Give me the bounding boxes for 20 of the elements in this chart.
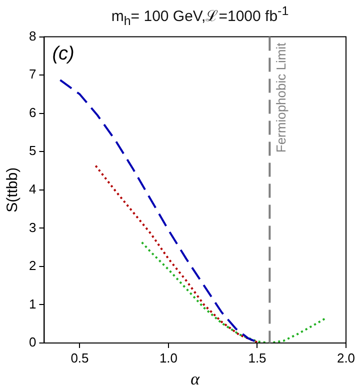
chart-title: m$_{h}$= 100 GeV,ℒ=1000 fb$^{-1}$ bbox=[110, 4, 290, 28]
y-tick-label: 5 bbox=[28, 143, 36, 158]
line-series bbox=[140, 241, 328, 343]
x-tick-label: 2.0 bbox=[336, 350, 356, 366]
line-series bbox=[94, 164, 258, 343]
y-tick-label: 1 bbox=[28, 296, 36, 312]
x-tick-label: 1.5 bbox=[248, 350, 266, 366]
y-axis-title: S(ttbb) bbox=[4, 167, 22, 212]
ref-line-label: Fermiophobic Limit bbox=[274, 42, 289, 153]
y-tick-label: 7 bbox=[28, 66, 36, 82]
y-tick-label: 3 bbox=[28, 220, 36, 235]
y-tick-label: 6 bbox=[28, 104, 36, 120]
y-tick-label: 8 bbox=[28, 28, 36, 44]
y-tick-label: 0 bbox=[28, 334, 36, 350]
annotation: (c) bbox=[52, 44, 74, 65]
x-tick-label: 1.0 bbox=[159, 350, 178, 366]
y-tick-label: 2 bbox=[28, 258, 36, 274]
y-tick-label: 4 bbox=[28, 181, 36, 196]
x-tick-label: 0.5 bbox=[70, 350, 89, 366]
x-axis-title: α bbox=[190, 369, 201, 388]
